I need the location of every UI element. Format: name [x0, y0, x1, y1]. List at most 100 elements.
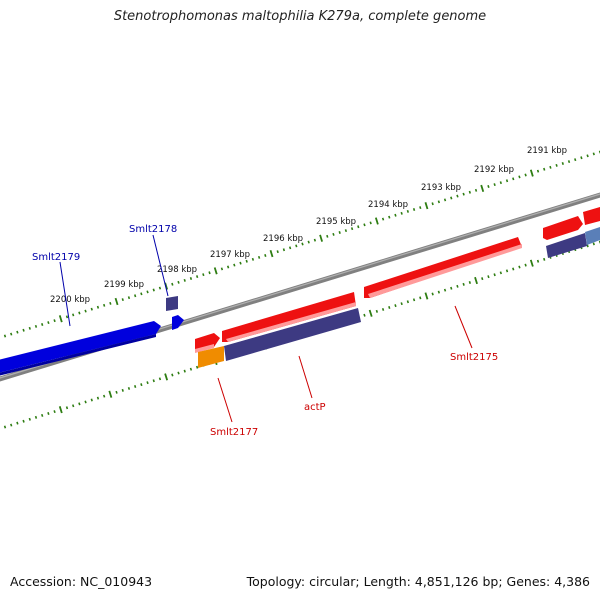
gene-smlt2179-shade — [0, 334, 156, 376]
leader-line-smlt2179 — [59, 261, 71, 327]
minor-tick — [487, 185, 490, 188]
gene-smlt2175-shade — [368, 244, 522, 298]
minor-tick — [10, 332, 13, 336]
major-tick — [424, 202, 429, 210]
minor-tick — [140, 383, 143, 387]
minor-tick — [586, 244, 589, 248]
genome-backbone — [0, 192, 600, 382]
feature-bars — [198, 227, 600, 368]
forward-strand-genes — [195, 207, 600, 353]
major-tick — [529, 169, 534, 177]
major-tick — [213, 267, 218, 275]
minor-tick — [65, 406, 69, 410]
minor-tick — [536, 259, 540, 263]
minor-tick — [84, 400, 87, 404]
minor-tick — [450, 286, 453, 290]
gene-actp-arrow[interactable] — [222, 292, 356, 342]
minor-tick — [78, 402, 81, 406]
minor-tick — [53, 410, 56, 414]
major-tick — [58, 315, 63, 323]
minor-tick — [493, 273, 496, 277]
minor-tick — [363, 313, 366, 317]
minor-tick — [257, 255, 261, 259]
minor-tick — [239, 261, 242, 265]
minor-tick — [431, 202, 434, 206]
minor-tick — [103, 394, 106, 398]
minor-tick — [152, 379, 155, 383]
gene-labels: Smlt2179 Smlt2178 Smlt2175 actP Smlt2177 — [32, 224, 498, 438]
minor-tick — [245, 259, 248, 263]
minor-tick — [78, 311, 81, 315]
minor-tick — [394, 304, 397, 308]
minor-tick — [121, 298, 124, 302]
minor-tick — [195, 275, 199, 279]
minor-tick — [487, 275, 490, 279]
minor-tick — [518, 265, 521, 269]
minor-tick — [524, 263, 527, 267]
minor-tick — [115, 390, 118, 394]
minor-tick — [518, 175, 521, 179]
minor-tick — [357, 225, 360, 229]
gene-right-1-arrow[interactable] — [543, 216, 583, 240]
scale-label-2199: 2199 kbp — [104, 280, 144, 290]
minor-tick — [152, 288, 155, 292]
minor-tick — [84, 309, 87, 313]
scale-label-2198: 2198 kbp — [157, 265, 197, 275]
minor-tick — [53, 319, 56, 323]
minor-tick — [394, 213, 397, 217]
minor-tick — [47, 412, 50, 415]
minor-tick — [226, 265, 230, 269]
leader-line-smlt2175 — [454, 305, 473, 349]
minor-tick — [412, 298, 416, 302]
minor-tick — [313, 238, 317, 242]
gene-label-actp[interactable]: actP — [304, 402, 326, 413]
scale-label-2191: 2191 kbp — [527, 146, 567, 156]
gene-label-smlt2178[interactable]: Smlt2178 — [129, 224, 177, 235]
minor-tick — [419, 296, 422, 300]
minor-tick — [375, 309, 379, 313]
leader-line-actp — [298, 355, 313, 399]
major-tick — [368, 309, 373, 317]
minor-tick — [202, 273, 205, 277]
gene-label-smlt2175[interactable]: Smlt2175 — [450, 352, 498, 363]
cds-feature-right-1[interactable] — [546, 233, 587, 258]
minor-tick — [400, 302, 403, 306]
minor-tick — [41, 413, 44, 417]
minor-tick — [499, 271, 502, 275]
minor-tick — [437, 290, 441, 294]
minor-tick — [134, 385, 137, 389]
cds-feature-right-2[interactable] — [585, 227, 600, 245]
scale-labels: 2191 kbp 2192 kbp 2193 kbp 2194 kbp 2195… — [50, 146, 567, 305]
minor-tick — [3, 425, 7, 429]
minor-tick — [41, 323, 44, 326]
minor-tick — [65, 315, 69, 319]
gene-right-2-arrow[interactable] — [583, 207, 600, 225]
gene-smlt2177-arrow[interactable] — [195, 333, 220, 352]
minor-tick — [183, 278, 186, 282]
minor-tick — [28, 417, 31, 421]
gene-smlt2179-arrow[interactable] — [0, 321, 161, 375]
minor-tick — [543, 257, 546, 261]
cds-feature-actp[interactable] — [224, 308, 361, 361]
gene-label-smlt2177[interactable]: Smlt2177 — [210, 427, 258, 438]
minor-tick — [158, 286, 162, 290]
gene-label-smlt2179[interactable]: Smlt2179 — [32, 252, 80, 263]
gene-smlt2178-arrow[interactable] — [172, 315, 184, 330]
minor-tick — [412, 208, 416, 211]
gene-smlt2178-cds-feature[interactable] — [166, 296, 178, 311]
minor-tick — [369, 221, 372, 225]
minor-tick — [251, 257, 255, 261]
rna-feature-smlt2177[interactable] — [198, 346, 224, 368]
scale-label-2200: 2200 kbp — [50, 295, 90, 305]
minor-tick — [505, 179, 509, 183]
major-tick — [164, 373, 169, 381]
minor-tick — [34, 415, 38, 419]
minor-tick — [189, 367, 193, 371]
minor-tick — [512, 177, 515, 181]
minor-tick — [96, 396, 100, 400]
minor-tick — [22, 328, 25, 332]
scale-label-2194: 2194 kbp — [368, 200, 408, 210]
minor-tick — [282, 248, 286, 252]
minor-tick — [47, 321, 50, 325]
